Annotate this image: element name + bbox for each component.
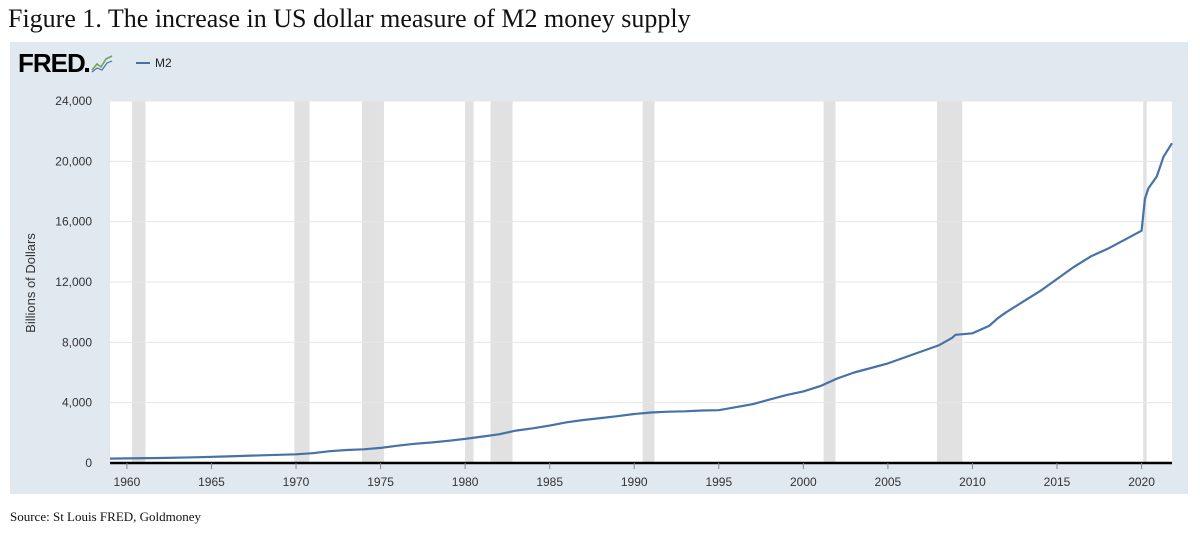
x-tick-label: 2015	[1044, 475, 1071, 489]
y-tick-label: 16,000	[55, 215, 92, 229]
fred-logo[interactable]: FRED	[18, 50, 113, 76]
y-tick-label: 0	[85, 456, 92, 470]
y-tick-label: 12,000	[55, 275, 92, 289]
legend-swatch-m2	[136, 62, 150, 64]
gridlines	[110, 100, 1172, 404]
x-tick-label: 2005	[875, 475, 902, 489]
x-tick-label: 1965	[198, 475, 225, 489]
legend: M2	[136, 56, 172, 70]
axes: 0 4,000 8,000 12,000 16,000 20,000 24,000 1960 1…	[55, 94, 1172, 489]
x-tick-label: 2020	[1128, 475, 1155, 489]
x-tick-label: 2000	[790, 475, 817, 489]
series-layer	[109, 142, 1173, 460]
fred-chart-icon	[90, 52, 113, 74]
series-line-m2	[109, 142, 1173, 460]
x-tick-label: 1995	[705, 475, 732, 489]
x-tick-label: 1975	[367, 475, 394, 489]
fred-logo-text: FRED	[18, 48, 86, 78]
x-tick-label: 1985	[536, 475, 563, 489]
y-tick-label: 4,000	[62, 396, 92, 410]
x-tick-label: 1990	[621, 475, 648, 489]
x-tick-label: 1970	[283, 475, 310, 489]
legend-label-m2: M2	[155, 56, 172, 70]
x-tick-label: 2010	[959, 475, 986, 489]
y-tick-label: 8,000	[62, 335, 92, 349]
y-tick-label: 20,000	[55, 154, 92, 168]
x-tick-label: 1980	[452, 475, 479, 489]
logo-dot	[84, 68, 89, 72]
source-note: Source: St Louis FRED, Goldmoney	[10, 509, 202, 524]
y-axis-label: Billions of Dollars	[23, 233, 38, 333]
x-tick-label: 1960	[114, 475, 141, 489]
figure-title: Figure 1. The increase in US dollar meas…	[8, 4, 691, 33]
y-tick-label: 24,000	[55, 94, 92, 108]
